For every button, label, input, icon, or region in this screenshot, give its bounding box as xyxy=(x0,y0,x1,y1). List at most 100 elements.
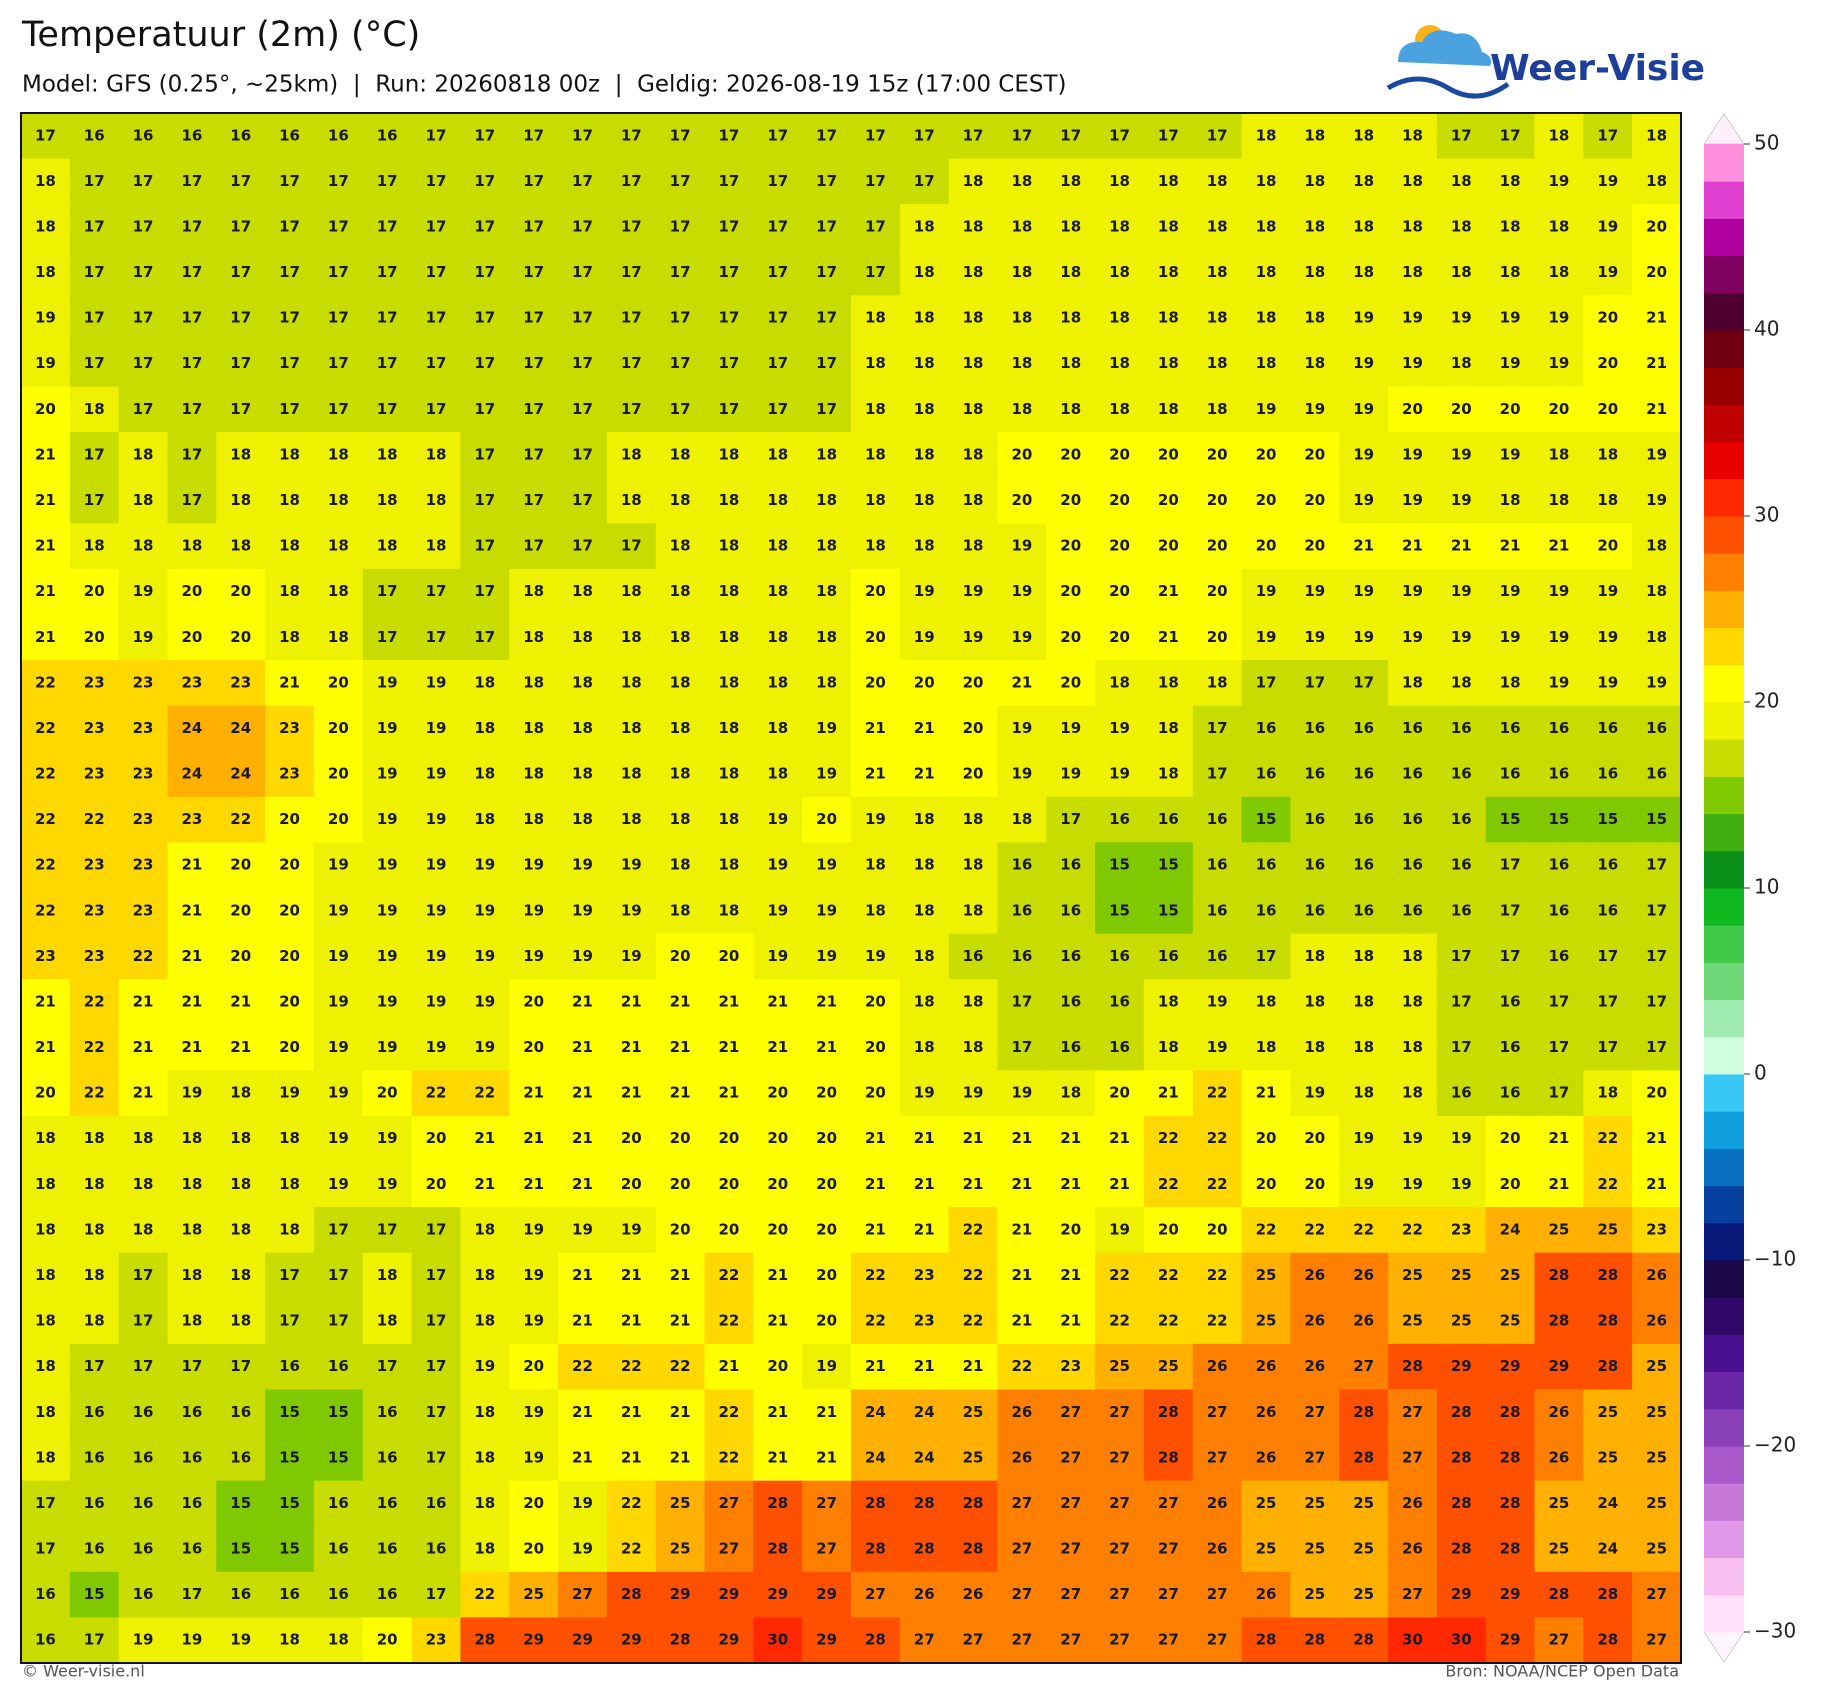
temperature-cell xyxy=(1241,1526,1291,1573)
temperature-label: 17 xyxy=(865,172,886,190)
temperature-label: 18 xyxy=(963,400,984,418)
temperature-label: 22 xyxy=(84,1084,105,1102)
temperature-label: 17 xyxy=(474,354,495,372)
temperature-label: 21 xyxy=(1353,537,1374,555)
temperature-label: 21 xyxy=(1109,1175,1130,1193)
temperature-label: 20 xyxy=(816,1129,837,1147)
temperature-label: 18 xyxy=(1402,1038,1423,1056)
temperature-label: 27 xyxy=(1011,1494,1032,1512)
temperature-cell xyxy=(558,842,608,889)
temperature-label: 15 xyxy=(1500,810,1521,828)
temperature-label: 21 xyxy=(35,1038,56,1056)
temperature-cell xyxy=(1534,432,1584,479)
temperature-label: 17 xyxy=(328,217,349,235)
temperature-label: 19 xyxy=(816,856,837,874)
colorbar-band xyxy=(1704,516,1744,554)
temperature-cell xyxy=(216,1070,266,1117)
colorbar-band xyxy=(1704,1520,1744,1559)
temperature-cell xyxy=(167,888,217,935)
temperature-cell xyxy=(802,614,852,661)
temperature-label: 18 xyxy=(963,992,984,1010)
temperature-label: 18 xyxy=(670,719,691,737)
temperature-cell xyxy=(460,1298,510,1345)
temperature-label: 17 xyxy=(35,126,56,144)
temperature-cell xyxy=(460,568,510,615)
temperature-label: 21 xyxy=(621,1448,642,1466)
temperature-label: 18 xyxy=(963,354,984,372)
temperature-label: 26 xyxy=(1207,1540,1228,1558)
temperature-cell xyxy=(899,1298,950,1345)
temperature-cell xyxy=(411,1617,461,1664)
temperature-label: 16 xyxy=(133,1448,154,1466)
temperature-cell xyxy=(313,1435,364,1482)
temperature-label: 18 xyxy=(1402,172,1423,190)
temperature-cell xyxy=(21,432,71,479)
temperature-label: 18 xyxy=(1060,172,1081,190)
temperature-label: 19 xyxy=(426,719,447,737)
temperature-cell xyxy=(118,1115,168,1163)
temperature-cell xyxy=(216,614,266,661)
temperature-label: 18 xyxy=(35,217,56,235)
temperature-cell xyxy=(899,1389,950,1436)
temperature-cell xyxy=(313,705,364,752)
temperature-cell xyxy=(411,1480,461,1527)
temperature-cell xyxy=(1388,1207,1438,1254)
temperature-cell xyxy=(313,113,364,160)
temperature-cell xyxy=(1143,249,1194,296)
temperature-label: 20 xyxy=(1060,673,1081,691)
temperature-label: 19 xyxy=(328,856,349,874)
temperature-label: 29 xyxy=(523,1631,544,1649)
temperature-label: 17 xyxy=(230,1357,251,1375)
temperature-label: 18 xyxy=(1500,217,1521,235)
temperature-label: 28 xyxy=(1451,1540,1472,1558)
temperature-cell xyxy=(1095,1252,1145,1299)
temperature-cell xyxy=(1095,523,1145,570)
temperature-cell xyxy=(558,751,608,798)
temperature-label: 20 xyxy=(230,947,251,965)
temperature-label: 18 xyxy=(1109,400,1130,418)
temperature-cell xyxy=(167,1480,217,1527)
temperature-cell xyxy=(362,1343,413,1390)
temperature-label: 22 xyxy=(963,1266,984,1284)
temperature-cell xyxy=(1095,1070,1145,1117)
temperature-label: 18 xyxy=(377,491,398,509)
temperature-label: 17 xyxy=(1207,719,1228,737)
temperature-label: 20 xyxy=(914,673,935,691)
temperature-cell xyxy=(216,1115,266,1163)
temperature-cell xyxy=(704,888,754,935)
temperature-cell xyxy=(21,523,71,570)
temperature-label: 18 xyxy=(1109,217,1130,235)
temperature-cell xyxy=(167,1343,217,1390)
temperature-label: 29 xyxy=(1500,1585,1521,1603)
colorbar-tick-label: 30 xyxy=(1754,503,1779,527)
temperature-cell xyxy=(167,1617,217,1664)
temperature-cell xyxy=(606,1115,657,1163)
temperature-label: 18 xyxy=(670,765,691,783)
temperature-cell xyxy=(167,1024,217,1071)
temperature-cell xyxy=(851,1207,901,1254)
temperature-cell xyxy=(655,1617,706,1664)
temperature-label: 20 xyxy=(719,1175,740,1193)
temperature-cell xyxy=(1143,295,1194,342)
temperature-label: 17 xyxy=(426,309,447,327)
temperature-label: 18 xyxy=(1353,1038,1374,1056)
temperature-label: 17 xyxy=(621,400,642,418)
temperature-cell xyxy=(509,1617,559,1664)
temperature-label: 16 xyxy=(84,1540,105,1558)
temperature-label: 17 xyxy=(914,126,935,144)
temperature-label: 17 xyxy=(426,400,447,418)
temperature-cell xyxy=(1534,1070,1584,1117)
colorbar-tick-label: −30 xyxy=(1754,1619,1796,1643)
temperature-label: 18 xyxy=(1158,992,1179,1010)
temperature-cell xyxy=(899,842,950,889)
temperature-cell xyxy=(655,568,706,615)
temperature-cell xyxy=(1632,295,1682,342)
temperature-cell xyxy=(802,1207,852,1254)
colorbar-band xyxy=(1704,330,1744,368)
temperature-label: 16 xyxy=(84,1448,105,1466)
temperature-label: 19 xyxy=(1256,628,1277,646)
temperature-label: 17 xyxy=(1500,856,1521,874)
temperature-label: 28 xyxy=(1500,1494,1521,1512)
temperature-label: 19 xyxy=(816,765,837,783)
temperature-cell xyxy=(704,204,754,251)
